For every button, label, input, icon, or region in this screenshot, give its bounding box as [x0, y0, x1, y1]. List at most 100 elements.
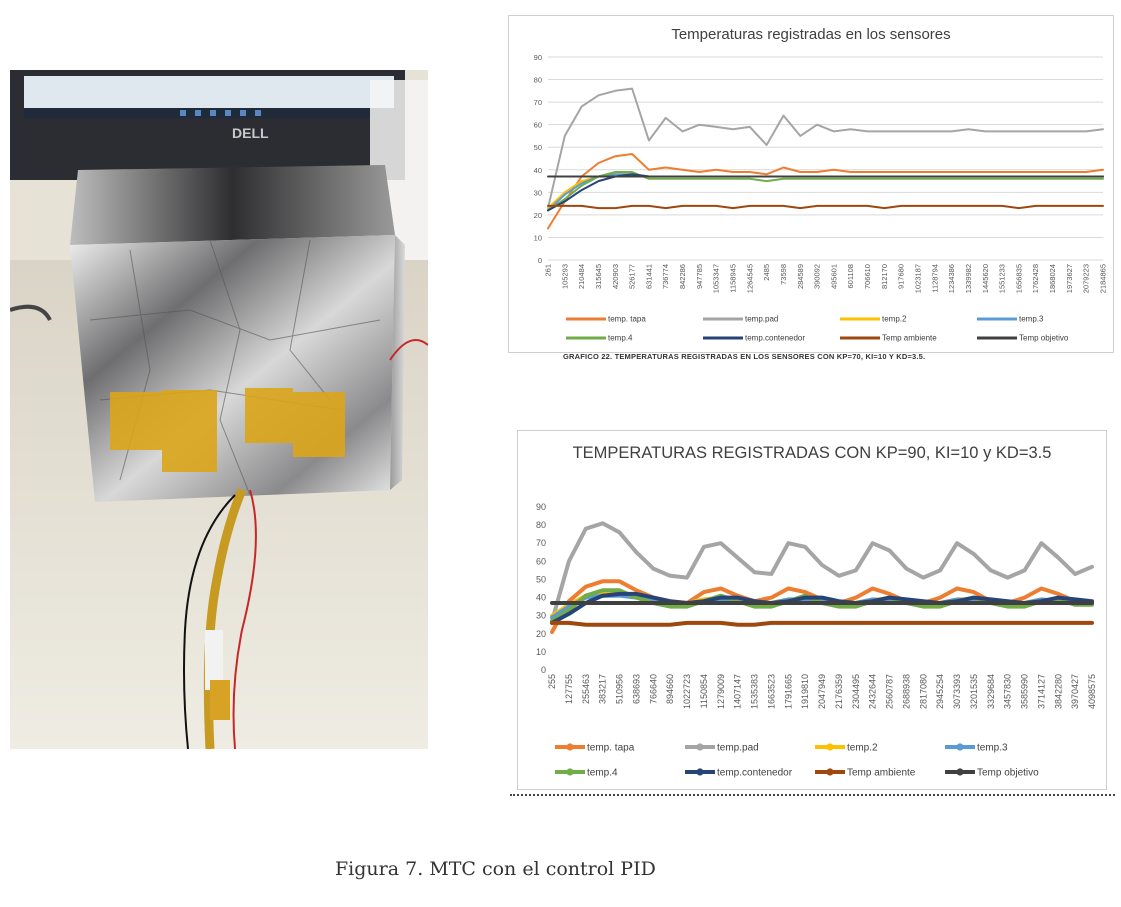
- legend-entry: Temp ambiente: [840, 334, 937, 343]
- x-tick-label: 1407147: [733, 674, 743, 709]
- legend-label: temp.pad: [717, 742, 759, 753]
- legend-entry: temp. tapa: [566, 315, 646, 324]
- y-tick-label: 0: [538, 256, 542, 265]
- legend-entry: temp.pad: [685, 742, 759, 753]
- legend-label: temp.4: [587, 767, 618, 778]
- legend-entry: Temp objetivo: [945, 767, 1039, 778]
- y-tick-label: 70: [536, 538, 546, 548]
- y-tick-label: 80: [534, 76, 542, 85]
- x-tick-label: 766640: [648, 674, 658, 704]
- legend-marker: [696, 743, 704, 751]
- legend-label: Temp ambiente: [847, 767, 916, 778]
- series-line-temp-ambiente: [550, 620, 1094, 627]
- chart-kp70: Temperaturas registradas en los sensores…: [508, 15, 1114, 353]
- legend-label: temp.2: [882, 315, 907, 324]
- legend-marker: [956, 743, 964, 751]
- y-tick-label: 20: [534, 211, 542, 220]
- x-tick-label: 1158945: [729, 264, 738, 293]
- x-tick-label: 1279009: [716, 674, 726, 709]
- legend-label: temp.contenedor: [745, 334, 805, 343]
- y-tick-label: 60: [534, 121, 542, 130]
- y-tick-label: 60: [536, 556, 546, 566]
- y-tick-label: 50: [534, 143, 542, 152]
- x-tick-label: 390092: [813, 264, 822, 289]
- y-tick-label: 30: [534, 188, 542, 197]
- x-tick-label: 2176359: [834, 674, 844, 709]
- legend-label: temp.3: [977, 742, 1008, 753]
- legend-label: temp. tapa: [587, 742, 635, 753]
- legend-entry: temp.2: [840, 315, 907, 324]
- x-tick-label: 383217: [598, 674, 608, 704]
- monitor-brand: DELL: [232, 125, 269, 141]
- legend-entry: temp.contenedor: [703, 334, 805, 343]
- x-tick-label: 73598: [779, 264, 788, 285]
- figure-caption: Figura 7. MTC con el control PID: [335, 858, 656, 880]
- x-tick-label: 1656835: [1014, 264, 1023, 293]
- series-line-temp-tapa: [547, 153, 1104, 230]
- x-tick-label: 3457830: [1003, 674, 1013, 709]
- series-line-temp-pad: [547, 87, 1104, 210]
- legend-label: temp. tapa: [608, 315, 646, 324]
- chart-kp70-svg: Temperaturas registradas en los sensores…: [508, 15, 1114, 353]
- chart-frame: [517, 430, 1107, 790]
- legend-entry: temp.contenedor: [685, 767, 793, 778]
- kapton-tape: [110, 392, 162, 450]
- legend-label: temp.pad: [745, 315, 778, 324]
- x-tick-label: 638693: [631, 674, 641, 704]
- y-tick-label: 0: [541, 665, 546, 675]
- x-tick-label: 1973627: [1065, 264, 1074, 293]
- y-tick-label: 90: [534, 53, 542, 62]
- x-tick-label: 917680: [897, 264, 906, 289]
- chart-frame: [508, 15, 1114, 353]
- legend-label: Temp objetivo: [1019, 334, 1069, 343]
- legend-marker: [696, 768, 704, 776]
- x-tick-label: 894660: [665, 674, 675, 704]
- chart-kp90-svg: TEMPERATURAS REGISTRADAS CON KP=90, KI=1…: [517, 430, 1107, 790]
- scan-artifact: [510, 794, 1115, 799]
- legend-entry: temp.4: [555, 767, 618, 778]
- y-tick-label: 10: [534, 233, 542, 242]
- x-tick-label: 2817080: [918, 674, 928, 709]
- y-tick-label: 70: [534, 98, 542, 107]
- legend-marker: [826, 768, 834, 776]
- x-tick-label: 2432644: [868, 674, 878, 709]
- x-tick-label: 2047949: [817, 674, 827, 709]
- legend-entry: Temp objetivo: [977, 334, 1069, 343]
- legend-entry: temp. tapa: [555, 742, 635, 753]
- x-tick-label: 2485: [762, 264, 771, 281]
- x-tick-label: 3970427: [1070, 674, 1080, 709]
- x-tick-label: 255463: [581, 674, 591, 704]
- x-tick-label: 1339982: [964, 264, 973, 293]
- x-tick-label: 1919810: [800, 674, 810, 709]
- legend-marker: [826, 743, 834, 751]
- x-tick-label: 601108: [846, 264, 855, 288]
- x-tick-label: 2304495: [851, 674, 861, 709]
- x-tick-label: 1762428: [1031, 264, 1040, 293]
- legend-label: temp.contenedor: [717, 767, 793, 778]
- x-tick-label: 1868024: [1048, 264, 1057, 293]
- y-tick-label: 90: [536, 502, 546, 512]
- chart-kp90: TEMPERATURAS REGISTRADAS CON KP=90, KI=1…: [517, 430, 1107, 790]
- x-tick-label: 261: [544, 264, 553, 277]
- y-tick-label: 10: [536, 647, 546, 657]
- x-tick-label: 3842280: [1053, 674, 1063, 709]
- x-tick-label: 1264545: [745, 264, 754, 293]
- legend-entry: temp.4: [566, 334, 633, 343]
- x-tick-label: 4098575: [1087, 674, 1097, 709]
- series-line-temp-pad: [550, 521, 1094, 624]
- x-tick-label: 2688938: [901, 674, 911, 709]
- x-tick-label: 210484: [577, 264, 586, 289]
- x-tick-label: 3201535: [969, 674, 979, 709]
- box-front: [70, 235, 395, 502]
- legend-entry: temp.pad: [703, 315, 778, 324]
- x-tick-label: 1445620: [981, 264, 990, 293]
- x-tick-label: 1791665: [783, 674, 793, 709]
- chart-title: Temperaturas registradas en los sensores: [671, 26, 950, 43]
- legend-label: Temp ambiente: [882, 334, 937, 343]
- x-tick-label: 1053347: [712, 264, 721, 293]
- x-tick-label: 315645: [594, 264, 603, 289]
- x-tick-label: 812170: [880, 264, 889, 289]
- y-tick-label: 20: [536, 629, 546, 639]
- legend-marker: [566, 743, 574, 751]
- legend-marker: [956, 768, 964, 776]
